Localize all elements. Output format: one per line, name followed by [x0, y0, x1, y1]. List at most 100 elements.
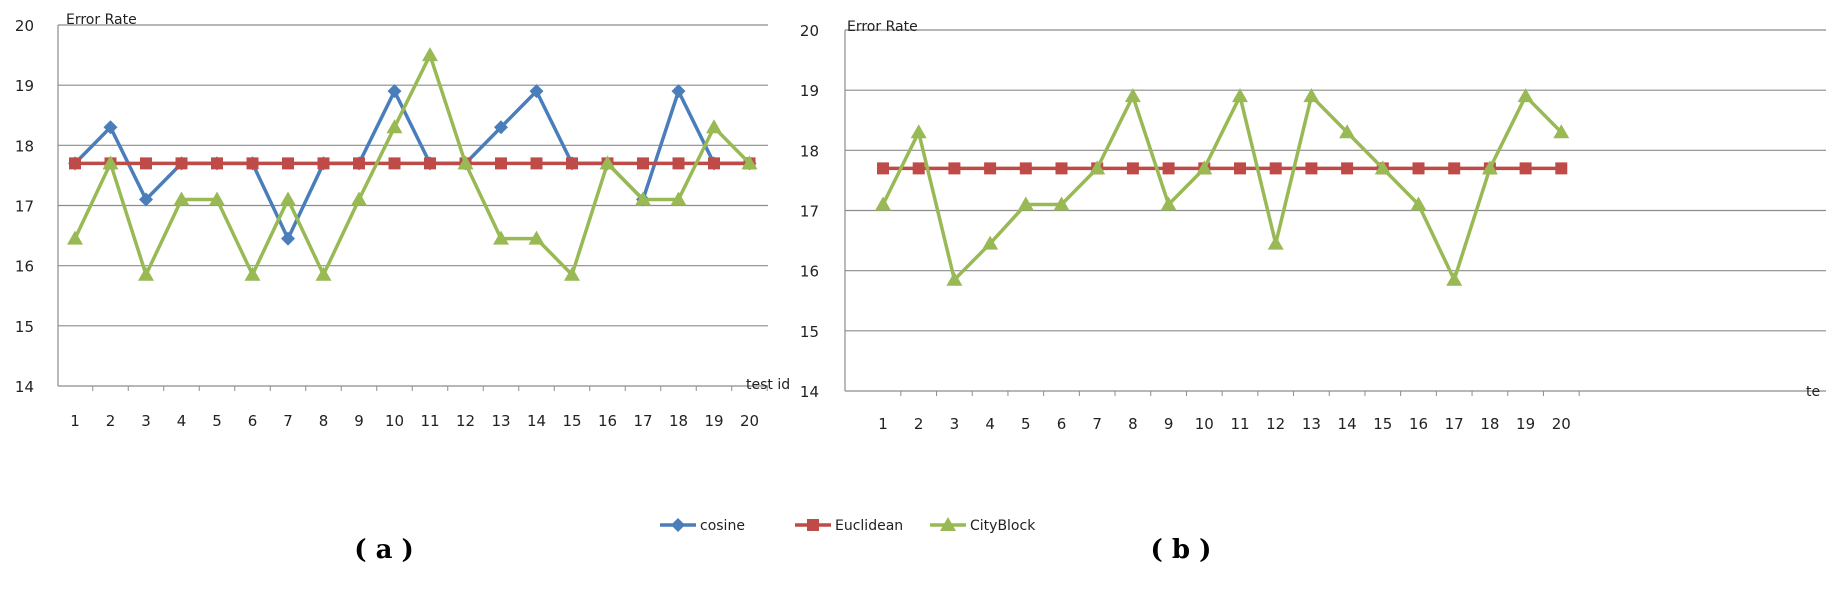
data-point-cityblock: [386, 119, 403, 134]
y-tick-label: 14: [800, 383, 819, 401]
data-point-euclidean: [637, 157, 649, 170]
x-tick-label: 8: [1128, 415, 1138, 433]
data-point-cityblock: [1160, 196, 1177, 211]
data-point-euclidean: [1448, 162, 1461, 175]
data-point-euclidean: [912, 162, 925, 175]
data-point-euclidean: [877, 162, 889, 175]
data-point-cityblock: [1017, 196, 1034, 211]
data-point-cityblock: [173, 191, 190, 206]
data-point-euclidean: [282, 157, 294, 170]
data-point-cityblock: [1553, 124, 1570, 139]
data-point-cityblock: [1339, 124, 1356, 139]
y-tick-label: 14: [15, 378, 34, 396]
y-tick-label: 17: [15, 198, 34, 216]
captions: ( a ) ( b ): [354, 535, 1211, 565]
y-tick-label: 16: [15, 258, 34, 276]
data-point-cityblock: [1374, 160, 1391, 175]
x-axis-title: te: [1806, 384, 1820, 400]
data-point-cosine: [671, 84, 686, 99]
legend-label-euclidean: Euclidean: [835, 518, 903, 534]
data-point-cityblock: [1196, 160, 1213, 175]
data-point-euclidean: [424, 157, 436, 170]
data-point-cosine: [494, 120, 508, 135]
x-tick-label: 5: [212, 412, 222, 430]
x-tick-label: 10: [385, 412, 404, 430]
y-axis-title: Error Rate: [66, 12, 137, 28]
data-point-cosine: [529, 84, 544, 99]
data-point-cosine: [281, 231, 295, 246]
data-point-cityblock: [599, 155, 616, 170]
x-tick-label: 5: [1021, 415, 1031, 433]
data-point-cityblock: [1267, 235, 1284, 250]
y-tick-label: 19: [15, 77, 34, 95]
x-tick-label: 14: [1338, 415, 1357, 433]
data-point-cityblock: [875, 196, 891, 211]
x-tick-label: 3: [950, 415, 960, 433]
data-point-euclidean: [388, 157, 401, 170]
data-point-euclidean: [211, 157, 223, 170]
data-point-cityblock: [946, 271, 963, 286]
data-point-cityblock: [1232, 88, 1248, 103]
data-point-euclidean: [948, 162, 961, 175]
y-tick-label: 18: [15, 137, 34, 155]
data-point-euclidean: [1305, 162, 1318, 175]
data-point-cityblock: [635, 191, 651, 206]
x-tick-label: 17: [633, 412, 652, 430]
data-point-cityblock: [280, 191, 296, 206]
data-point-cityblock: [1517, 88, 1534, 103]
x-tick-label: 13: [1302, 415, 1321, 433]
data-point-euclidean: [495, 157, 507, 170]
y-tick-label: 19: [800, 82, 819, 100]
y-axis-title: Error Rate: [847, 19, 918, 35]
x-tick-label: 17: [1445, 415, 1464, 433]
data-point-cityblock: [528, 230, 545, 245]
x-tick-label: 6: [248, 412, 258, 430]
x-tick-label: 3: [141, 412, 151, 430]
x-axis-title: test id: [746, 377, 790, 393]
data-point-cityblock: [1446, 271, 1463, 286]
data-point-euclidean: [1055, 162, 1068, 175]
x-tick-label: 7: [283, 412, 293, 430]
data-point-cityblock: [209, 191, 225, 206]
x-tick-label: 15: [1373, 415, 1392, 433]
x-tick-label: 9: [1164, 415, 1174, 433]
series-line-cityblock: [881, 91, 1563, 285]
y-tick-label: 18: [800, 142, 819, 160]
data-point-euclidean: [708, 157, 720, 170]
x-tick-label: 14: [527, 412, 546, 430]
data-point-euclidean: [69, 157, 81, 170]
data-point-euclidean: [246, 157, 259, 170]
data-point-cosine: [387, 84, 402, 99]
data-point-cityblock: [422, 47, 438, 62]
x-tick-label: 6: [1057, 415, 1067, 433]
x-tick-label: 20: [740, 412, 759, 430]
x-tick-label: 16: [598, 412, 617, 430]
data-point-euclidean: [140, 157, 152, 170]
data-point-cityblock: [138, 266, 154, 281]
x-tick-label: 20: [1552, 415, 1571, 433]
data-point-cosine: [103, 120, 118, 135]
x-tick-label: 12: [1266, 415, 1285, 433]
data-point-euclidean: [1412, 162, 1425, 175]
data-point-cityblock: [1053, 196, 1070, 211]
data-point-cityblock: [982, 235, 999, 250]
y-tick-label: 17: [800, 203, 819, 221]
x-tick-label: 8: [319, 412, 329, 430]
caption-a: ( a ): [354, 535, 414, 565]
data-point-cityblock: [1124, 88, 1141, 103]
caption-b: ( b ): [1151, 535, 1212, 565]
x-tick-label: 1: [878, 415, 888, 433]
x-tick-label: 4: [177, 412, 187, 430]
y-tick-label: 15: [15, 318, 34, 336]
data-point-euclidean: [672, 157, 685, 170]
data-point-cityblock: [351, 191, 367, 206]
legend-marker-cosine: [671, 518, 685, 532]
x-tick-label: 16: [1409, 415, 1428, 433]
data-point-euclidean: [1555, 162, 1568, 175]
x-tick-label: 2: [106, 412, 116, 430]
x-tick-label: 19: [704, 412, 723, 430]
data-point-euclidean: [530, 157, 543, 170]
x-tick-label: 12: [456, 412, 475, 430]
data-point-cityblock: [1089, 160, 1106, 175]
